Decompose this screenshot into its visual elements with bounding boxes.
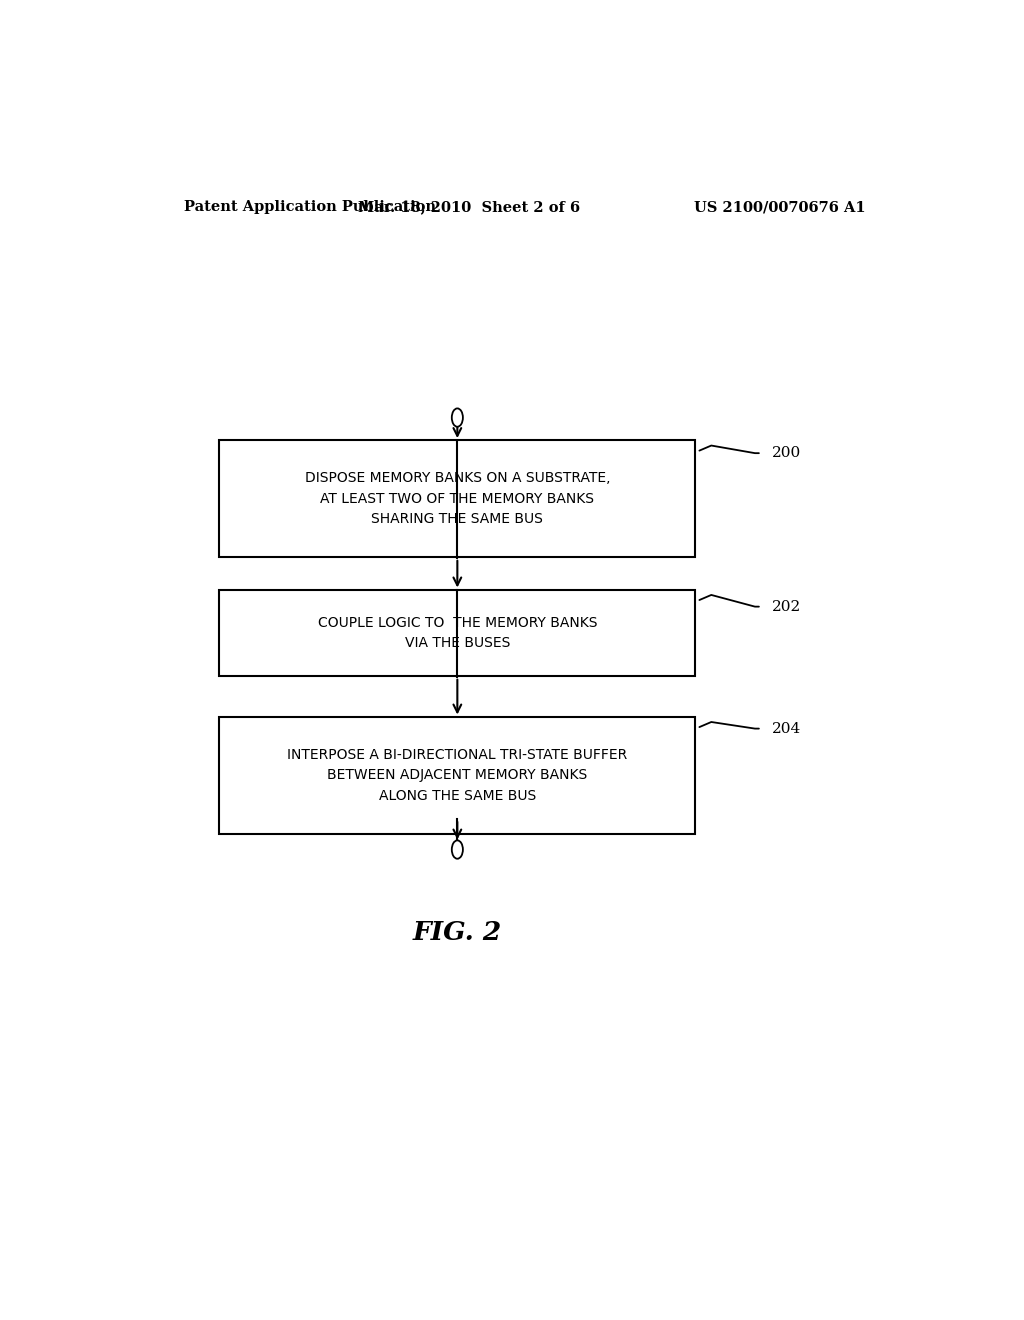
Text: 200: 200 [772,446,802,461]
Text: US 2100/0070676 A1: US 2100/0070676 A1 [694,201,866,214]
Text: Mar. 18, 2010  Sheet 2 of 6: Mar. 18, 2010 Sheet 2 of 6 [358,201,581,214]
Text: DISPOSE MEMORY BANKS ON A SUBSTRATE,
AT LEAST TWO OF THE MEMORY BANKS
SHARING TH: DISPOSE MEMORY BANKS ON A SUBSTRATE, AT … [304,471,610,527]
Text: 202: 202 [772,599,802,614]
Text: 204: 204 [772,722,802,735]
Bar [219,441,695,557]
Ellipse shape [452,408,463,426]
Ellipse shape [452,841,463,859]
Text: INTERPOSE A BI-DIRECTIONAL TRI-STATE BUFFER
BETWEEN ADJACENT MEMORY BANKS
ALONG : INTERPOSE A BI-DIRECTIONAL TRI-STATE BUF… [287,747,628,803]
Text: FIG. 2: FIG. 2 [413,920,502,945]
Text: COUPLE LOGIC TO  THE MEMORY BANKS
VIA THE BUSES: COUPLE LOGIC TO THE MEMORY BANKS VIA THE… [317,615,597,651]
Bar [219,590,695,676]
Text: Patent Application Publication: Patent Application Publication [183,201,435,214]
Bar [219,717,695,834]
